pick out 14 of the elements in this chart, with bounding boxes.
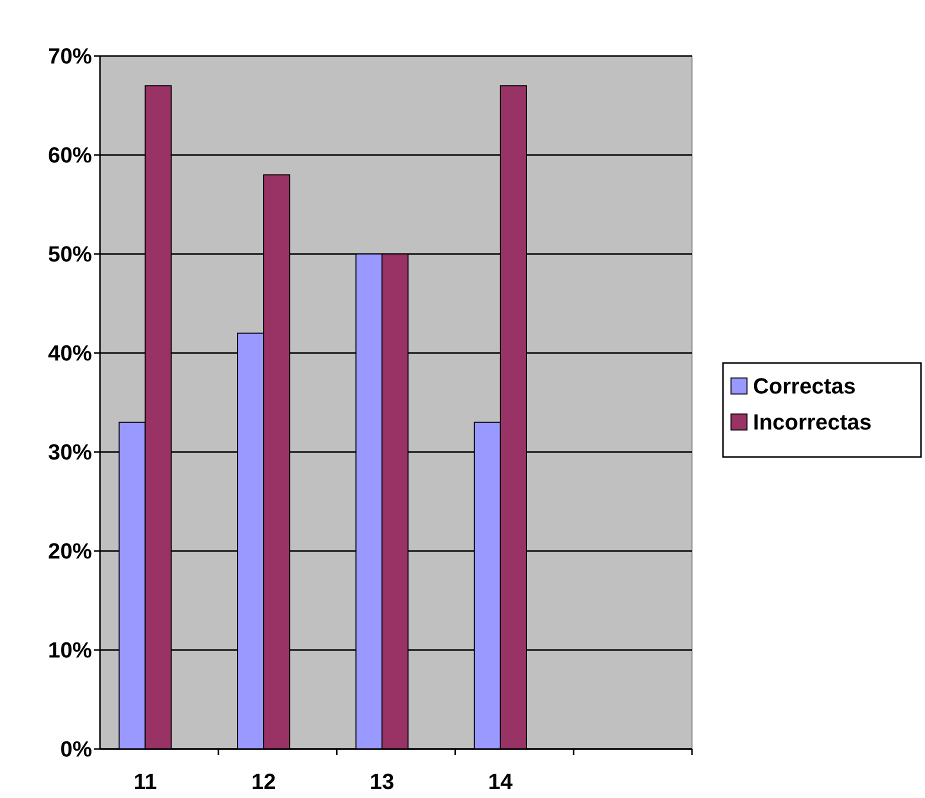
y-tick-label: 20% — [48, 538, 92, 564]
x-tick-label: 14 — [488, 769, 514, 794]
y-tick-label: 10% — [48, 638, 92, 663]
x-tick-label: 12 — [251, 769, 276, 794]
x-tick-label: 11 — [134, 769, 157, 794]
y-tick-label: 70% — [48, 44, 92, 69]
y-tick-label: 30% — [48, 440, 92, 465]
y-tick-label: 50% — [48, 242, 92, 267]
legend-label: Correctas — [753, 374, 856, 399]
y-tick-label: 40% — [48, 340, 92, 366]
y-tick-label: 60% — [48, 142, 92, 168]
legend-label: Incorrectas — [753, 410, 872, 435]
y-tick-label: 0% — [60, 736, 92, 762]
x-tick-label: 13 — [370, 769, 394, 794]
